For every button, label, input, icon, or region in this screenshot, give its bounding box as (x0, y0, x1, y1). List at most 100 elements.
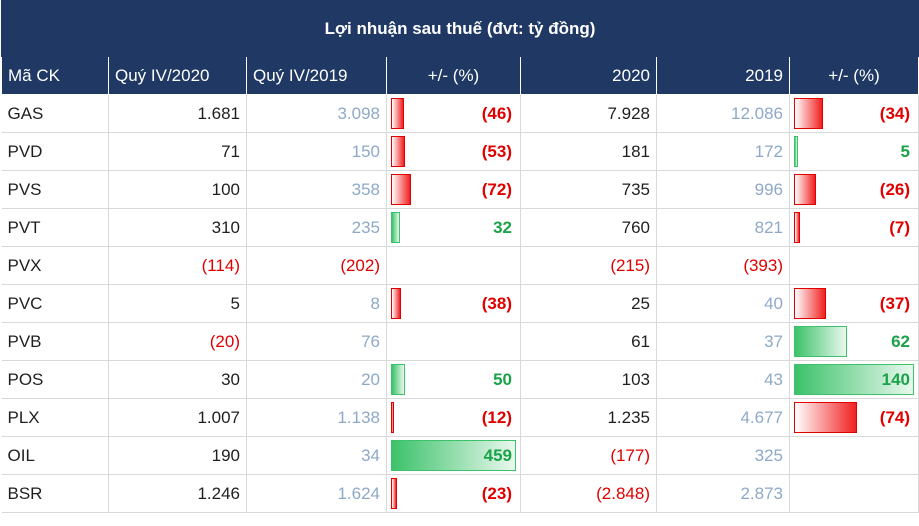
q4-2019-value: 1.138 (246, 398, 387, 437)
profit-table: Lợi nhuận sau thuế (đvt: tỷ đồng) Mã CK … (0, 0, 919, 513)
q-change-cell (386, 246, 521, 285)
change-value: (26) (879, 179, 911, 199)
change-bar (794, 288, 826, 319)
y2019-value: (393) (656, 246, 790, 285)
change-bar (391, 98, 404, 129)
change-bar (794, 212, 800, 243)
table-row: BSR 1.246 1.624 (23) (2.848) 2.873 (1, 474, 919, 513)
y2020-value: 103 (520, 360, 657, 399)
change-bar (391, 478, 398, 509)
stock-code: PVS (1, 170, 109, 209)
change-bar (794, 174, 817, 205)
change-bar (794, 136, 799, 167)
y-change-cell (789, 474, 919, 513)
y2019-value: 37 (656, 322, 790, 361)
y-change-cell: (34) (789, 94, 919, 133)
y2019-value: 172 (656, 132, 790, 171)
q-change-cell: 32 (386, 208, 521, 247)
stock-code: PVC (1, 284, 109, 323)
stock-code: GAS (1, 94, 109, 133)
y2019-value: 4.677 (656, 398, 790, 437)
table-row: PVC 5 8 (38) 25 40 (37) (1, 284, 919, 323)
q-change-cell (386, 322, 521, 361)
y-change-cell: (7) (789, 208, 919, 247)
header-q-change: +/- (%) (386, 56, 521, 95)
table-title: Lợi nhuận sau thuế (đvt: tỷ đồng) (0, 0, 919, 57)
header-q4-2020: Quý IV/2020 (108, 56, 247, 95)
stock-code: PLX (1, 398, 109, 437)
q-change-cell: (46) (386, 94, 521, 133)
y2020-value: (177) (520, 436, 657, 475)
q4-2020-value: 1.246 (108, 474, 247, 513)
change-bar (391, 364, 405, 395)
y2020-value: 25 (520, 284, 657, 323)
y-change-cell: (26) (789, 170, 919, 209)
y2020-value: 1.235 (520, 398, 657, 437)
change-value: (12) (481, 407, 512, 427)
y2019-value: 821 (656, 208, 790, 247)
y-change-cell: (37) (789, 284, 919, 323)
change-bar (794, 98, 824, 129)
change-value: 32 (493, 217, 512, 237)
stock-code: PVX (1, 246, 109, 285)
stock-code: OIL (1, 436, 109, 475)
y-change-cell: (74) (789, 398, 919, 437)
header-2020: 2020 (520, 56, 657, 95)
q4-2019-value: 358 (246, 170, 387, 209)
q-change-cell: (23) (386, 474, 521, 513)
change-bar (391, 136, 406, 167)
q4-2019-value: 76 (246, 322, 387, 361)
table-row: PLX 1.007 1.138 (12) 1.235 4.677 (74) (1, 398, 919, 437)
q4-2019-value: 20 (246, 360, 387, 399)
change-value: (72) (481, 179, 512, 199)
y2020-value: 61 (520, 322, 657, 361)
q-change-cell: 459 (386, 436, 521, 475)
change-bar (794, 326, 848, 357)
table-row: PVD 71 150 (53) 181 172 5 (1, 132, 919, 171)
table-row: PVT 310 235 32 760 821 (7) (1, 208, 919, 247)
table-row: PVB (20) 76 61 37 62 (1, 322, 919, 361)
change-value: (46) (481, 103, 512, 123)
change-value: (38) (481, 293, 512, 313)
q4-2019-value: 3.098 (246, 94, 387, 133)
change-value: 50 (493, 369, 512, 389)
q4-2019-value: 235 (246, 208, 387, 247)
table-row: PVS 100 358 (72) 735 996 (26) (1, 170, 919, 209)
table-row: POS 30 20 50 103 43 140 (1, 360, 919, 399)
change-value: (53) (481, 141, 512, 161)
y2020-value: 7.928 (520, 94, 657, 133)
y2020-value: (215) (520, 246, 657, 285)
change-bar (391, 174, 411, 205)
y2019-value: 325 (656, 436, 790, 475)
q-change-cell: (12) (386, 398, 521, 437)
change-value: (7) (889, 217, 911, 237)
change-bar (391, 440, 516, 471)
q4-2020-value: (114) (108, 246, 247, 285)
table-row: PVX (114) (202) (215) (393) (1, 246, 919, 285)
y-change-cell: 5 (789, 132, 919, 171)
q4-2020-value: (20) (108, 322, 247, 361)
stock-code: POS (1, 360, 109, 399)
y2019-value: 996 (656, 170, 790, 209)
y-change-cell (789, 436, 919, 475)
q4-2019-value: 150 (246, 132, 387, 171)
change-value: (37) (879, 293, 911, 313)
q4-2020-value: 30 (108, 360, 247, 399)
y-change-cell (789, 246, 919, 285)
stock-code: PVD (1, 132, 109, 171)
q-change-cell: (38) (386, 284, 521, 323)
q4-2020-value: 5 (108, 284, 247, 323)
y2020-value: (2.848) (520, 474, 657, 513)
q4-2020-value: 100 (108, 170, 247, 209)
header-code: Mã CK (1, 56, 109, 95)
y-change-cell: 140 (789, 360, 919, 399)
change-value: (34) (879, 103, 911, 123)
y2019-value: 43 (656, 360, 790, 399)
header-row: Mã CK Quý IV/2020 Quý IV/2019 +/- (%) 20… (1, 56, 919, 95)
q4-2020-value: 190 (108, 436, 247, 475)
change-value: 459 (483, 445, 512, 465)
change-bar (794, 402, 858, 433)
q4-2020-value: 1.007 (108, 398, 247, 437)
q4-2020-value: 71 (108, 132, 247, 171)
y2020-value: 735 (520, 170, 657, 209)
